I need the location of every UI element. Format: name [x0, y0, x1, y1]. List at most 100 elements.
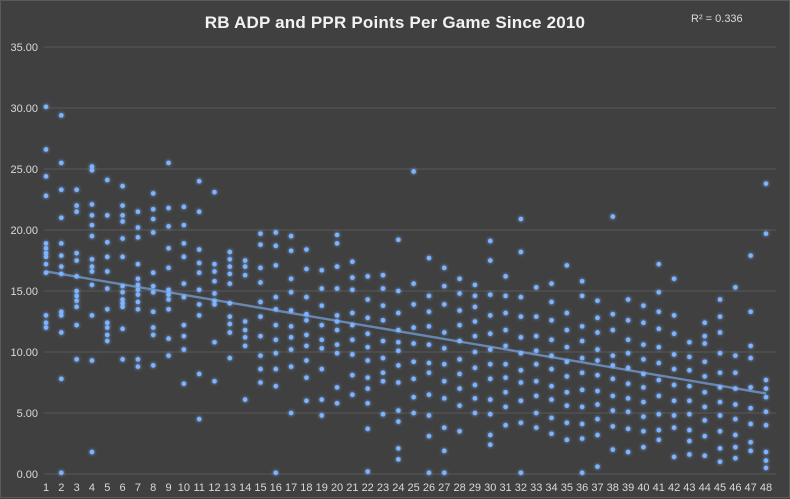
data-point	[59, 264, 64, 269]
data-point	[89, 358, 95, 363]
data-point	[212, 261, 217, 267]
data-point	[74, 209, 79, 214]
x-tick-label: 38	[607, 482, 619, 494]
data-point	[166, 246, 171, 251]
data-point	[273, 322, 279, 328]
data-point	[656, 437, 662, 443]
data-point	[273, 470, 279, 476]
data-point	[579, 293, 585, 299]
data-point	[43, 261, 49, 267]
data-point	[763, 394, 769, 400]
data-point	[104, 213, 110, 218]
data-point	[441, 378, 447, 384]
data-point	[242, 272, 248, 278]
data-point	[595, 358, 600, 363]
data-point	[717, 297, 723, 302]
data-point	[411, 410, 416, 416]
data-point	[518, 470, 524, 476]
data-point	[579, 436, 585, 441]
data-point	[104, 320, 110, 326]
data-point	[150, 216, 156, 222]
data-point	[426, 413, 432, 418]
data-point	[181, 281, 187, 286]
data-point	[763, 422, 769, 428]
data-point	[625, 350, 631, 356]
data-point	[656, 360, 662, 366]
x-tick-label: 34	[545, 482, 557, 494]
data-point	[487, 432, 493, 438]
r-squared-label: R² = 0.336	[691, 13, 743, 25]
data-point	[212, 189, 217, 195]
data-point	[43, 174, 49, 179]
data-point	[150, 289, 156, 295]
x-tick-label: 20	[331, 482, 343, 494]
data-point	[334, 264, 340, 269]
data-point	[135, 357, 141, 362]
data-point	[150, 309, 156, 315]
data-point	[319, 346, 325, 351]
data-point	[135, 287, 141, 293]
data-point	[365, 297, 371, 302]
data-point	[518, 380, 524, 385]
data-point	[472, 410, 478, 416]
data-point	[288, 289, 294, 295]
data-point	[748, 405, 753, 411]
data-point	[181, 294, 187, 300]
data-point	[457, 403, 462, 408]
data-point	[365, 344, 371, 350]
data-point	[150, 270, 156, 276]
x-tick-label: 30	[484, 482, 496, 494]
data-point	[610, 376, 616, 382]
data-point	[518, 350, 524, 356]
data-point	[610, 327, 616, 333]
data-point	[258, 380, 263, 385]
data-point	[426, 470, 432, 476]
data-point	[304, 375, 309, 380]
data-point	[518, 216, 524, 222]
data-point	[610, 214, 616, 219]
data-point	[242, 327, 248, 333]
x-tick-label: 26	[423, 482, 435, 494]
data-point	[717, 459, 723, 465]
data-point	[135, 292, 141, 297]
data-point	[702, 389, 708, 395]
data-point	[595, 402, 600, 407]
data-point	[166, 160, 171, 166]
data-point	[104, 332, 110, 338]
x-tick-label: 43	[683, 482, 695, 494]
data-point	[441, 346, 447, 351]
data-point	[135, 364, 141, 369]
data-point	[273, 307, 279, 312]
data-point	[748, 448, 753, 454]
data-point	[120, 357, 125, 362]
data-point	[365, 469, 371, 474]
data-point	[89, 449, 95, 455]
data-point	[334, 319, 340, 324]
data-point	[227, 249, 233, 255]
data-point	[487, 442, 493, 448]
data-point	[411, 394, 416, 400]
data-point	[748, 355, 753, 361]
data-point	[503, 404, 508, 410]
data-point	[380, 286, 386, 291]
data-point	[518, 249, 524, 255]
data-point	[717, 385, 723, 390]
x-tick-label: 46	[729, 482, 741, 494]
data-point	[687, 438, 692, 444]
data-point	[763, 409, 769, 415]
data-point	[120, 300, 125, 306]
data-point	[365, 358, 371, 363]
data-point	[595, 298, 600, 304]
data-point	[288, 364, 294, 369]
data-point	[212, 278, 217, 284]
data-point	[89, 313, 95, 318]
data-point	[258, 242, 263, 247]
data-point	[671, 425, 677, 430]
data-point	[763, 231, 769, 236]
data-point	[641, 444, 646, 450]
data-point	[74, 288, 79, 294]
data-point	[426, 392, 432, 398]
data-point	[120, 283, 125, 289]
